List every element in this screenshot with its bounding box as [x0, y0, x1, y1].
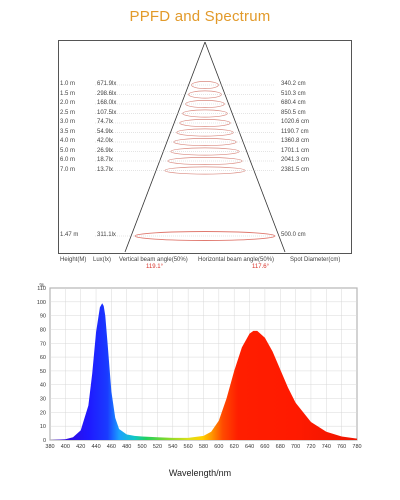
beam-row-height: 1.5 m [60, 90, 76, 97]
y-tick-label: 100 [37, 300, 46, 306]
spectrum-chart: 0 10 20 30 40 50 60 70 80 90 100 110 380 400 420 440 460… [37, 283, 362, 450]
y-tick-label: 10 [40, 424, 46, 430]
y-tick-label: 20 [40, 410, 46, 416]
x-tick-label: 560 [184, 444, 193, 450]
beam-row-height: 2.5 m [60, 109, 76, 116]
y-tick-label: 40 [40, 383, 46, 389]
y-tick-label: 0 [43, 438, 46, 444]
x-axis-label: Wavelength/nm [168, 468, 232, 478]
beam-row-lux: 671.9lx [97, 81, 117, 87]
beam-row-height: 2.0 m [60, 100, 76, 106]
beam-row-lux: 298.6lx [97, 90, 117, 97]
beam-highlight-spot: 500.0 cm [281, 232, 306, 238]
x-tick-label: 600 [214, 444, 223, 450]
beam-diagram [95, 41, 286, 253]
beam-row-height: 6.0 m [60, 157, 76, 163]
y-tick-label: 60 [40, 355, 46, 361]
y-tick-label: 70 [40, 341, 46, 347]
beam-row-lux: 168.0lx [97, 100, 117, 106]
x-tick-label: 660 [260, 444, 269, 450]
x-tick-label: 700 [291, 444, 300, 450]
x-tick-label: 520 [153, 444, 162, 450]
beam-row-spot: 2041.3 cm [281, 157, 310, 163]
beam-row-lux: 18.7lx [97, 157, 114, 163]
x-tick-label: 400 [61, 444, 70, 450]
caption-height: Height(M) [60, 257, 87, 263]
beam-row-height: 4.0 m [60, 138, 76, 144]
y-tick-label: 110 [37, 286, 46, 292]
beam-diagram-frame [58, 40, 352, 254]
caption-lux: Lux(lx) [93, 257, 112, 263]
x-tick-label: 580 [199, 444, 208, 450]
y-tick-label: 90 [40, 314, 46, 320]
x-tick-label: 540 [168, 444, 177, 450]
beam-row-height: 1.0 m [60, 81, 76, 87]
beam-row-lux: 13.7lx [97, 166, 114, 173]
beam-row-spot: 680.4 cm [281, 100, 306, 106]
x-tick-label: 380 [45, 444, 54, 450]
y-axis-label: % [40, 283, 45, 289]
x-tick-label: 680 [276, 444, 285, 450]
beam-row-lux: 42.0lx [97, 138, 114, 144]
beam-row-spot: 2381.5 cm [281, 166, 310, 173]
x-tick-label: 720 [306, 444, 315, 450]
beam-row-spot: 1190.7 cm [281, 128, 309, 135]
page-title: PPFD and Spectrum [129, 8, 271, 25]
vertical-angle-value: 119.1° [146, 264, 163, 270]
spectrum-area [50, 303, 357, 440]
x-tick-label: 780 [352, 444, 361, 450]
y-tick-label: 80 [40, 327, 46, 333]
beam-highlight-lux: 311.1lx [97, 232, 116, 238]
y-tick-label: 30 [40, 397, 46, 403]
caption-horizontal-angle: Horizontal beam angle(50%) [198, 257, 275, 263]
beam-row-lux: 54.9lx [97, 128, 114, 135]
x-tick-label: 740 [322, 444, 331, 450]
y-tick-label: 50 [40, 369, 46, 375]
beam-highlight-height: 1.47 m [60, 232, 79, 238]
beam-cone-left-edge [124, 41, 206, 253]
x-tick-label: 760 [337, 444, 346, 450]
beam-row-lux: 74.7lx [97, 119, 114, 125]
horizontal-angle-value: 117.6° [252, 264, 269, 270]
beam-row-lux: 26.9lx [97, 147, 114, 154]
x-tick-label: 460 [107, 444, 116, 450]
beam-row-spot: 1701.1 cm [281, 147, 310, 154]
beam-row-spot: 510.3 cm [281, 90, 306, 97]
beam-row-height: 7.0 m [60, 166, 76, 173]
x-tick-label: 420 [76, 444, 85, 450]
x-tick-label: 500 [138, 444, 147, 450]
beam-row-lux: 107.5lx [97, 109, 117, 116]
beam-row-spot: 1020.6 cm [281, 119, 310, 125]
x-tick-label: 620 [230, 444, 239, 450]
x-tick-label: 480 [122, 444, 131, 450]
beam-row-spot: 340.2 cm [281, 81, 306, 87]
caption-spot-diameter: Spot Diameter(cm) [290, 257, 341, 263]
beam-row-height: 3.5 m [60, 128, 76, 135]
x-tick-label: 440 [91, 444, 100, 450]
beam-row-spot: 1360.8 cm [281, 138, 310, 144]
caption-vertical-angle: Vertical beam angle(50%) [119, 257, 188, 263]
beam-cone-right-edge [204, 41, 286, 253]
beam-row-spot: 850.5 cm [281, 109, 306, 116]
beam-row-height: 3.0 m [60, 119, 76, 125]
x-tick-label: 640 [245, 444, 254, 450]
beam-row-height: 5.0 m [60, 147, 76, 154]
